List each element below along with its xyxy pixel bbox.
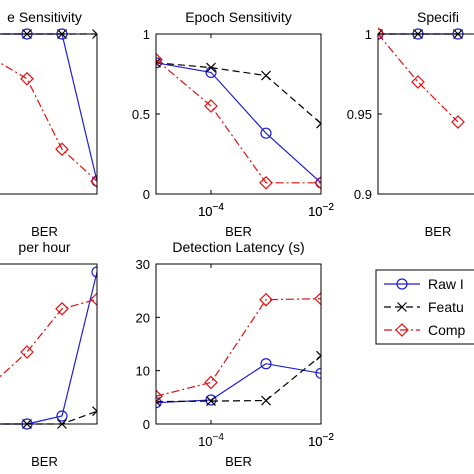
point-raw-3 [91, 266, 97, 278]
point-compressed-1 [204, 99, 218, 113]
chart-title: Specifi [417, 9, 459, 25]
point-compressed-0 [378, 27, 385, 41]
legend-label-raw: Raw I [428, 276, 464, 292]
chart-title: Detection Latency (s) [172, 239, 304, 255]
chart-detection-latency: 10−4 10−2 0 10 20 30 Detection Latency (s) BER [136, 239, 335, 469]
legend-marker-feature [397, 302, 407, 312]
y-tick-label-0: 0.9 [354, 187, 372, 202]
x-tick-label-0: 10−4 [198, 202, 224, 219]
point-compressed-0 [156, 52, 163, 67]
series-line-feature [0, 410, 97, 425]
point-feature-1 [206, 62, 216, 73]
legend-box [375, 269, 474, 345]
series-line-feature [156, 62, 321, 125]
point-compressed-2 [55, 301, 69, 316]
series-line-compressed [0, 298, 97, 378]
series-line-raw [0, 33, 97, 182]
point-compressed-3 [314, 291, 321, 306]
x-tick-label-1: 10−2 [308, 432, 334, 449]
y-tick-label-2: 1 [365, 27, 372, 42]
point-feature-2 [261, 70, 271, 81]
series-line-raw [156, 62, 321, 184]
point-raw-3 [91, 175, 97, 187]
series-line-compressed [156, 59, 321, 184]
point-compressed-2 [451, 115, 465, 129]
point-compressed-0 [156, 389, 163, 404]
series-group [0, 266, 97, 430]
point-feature-1 [206, 396, 216, 406]
series-line-compressed [0, 62, 97, 182]
x-axis-label: BER [31, 454, 58, 469]
axes-frame [155, 33, 322, 195]
chart-title: e Sensitivity [7, 9, 82, 25]
point-raw-3 [315, 367, 321, 379]
series-group [0, 28, 97, 189]
point-feature-3 [316, 118, 321, 129]
chart-event-sensitivity: 10−2 e Sensitivity BER [0, 9, 334, 239]
point-feature-0 [156, 57, 161, 68]
point-compressed-2 [259, 175, 273, 190]
y-tick-label-3: 30 [136, 257, 150, 272]
x-axis-label: BER [225, 454, 252, 469]
legend-label-feature: Featu [428, 299, 464, 315]
chart-title: Epoch Sensitivity [185, 9, 292, 25]
point-feature-3 [316, 350, 321, 361]
x-tick-label-1: 10−2 [308, 202, 334, 219]
axes-frame [0, 263, 98, 425]
x-axis-label: BER [425, 224, 452, 239]
x-tick-label-0: 10−4 [198, 432, 224, 449]
x-tick-label-0: 10−4 [198, 202, 224, 219]
point-compressed-3 [90, 174, 97, 189]
axes-frame [0, 33, 98, 195]
series-line-raw [0, 271, 97, 425]
series-group [156, 52, 321, 190]
series-line-compressed [156, 298, 321, 397]
chart-title: per hour [18, 239, 70, 255]
x-axis-label: BER [225, 224, 252, 239]
point-feature-2 [261, 395, 271, 406]
x-tick-label-0: 10−2 [308, 202, 334, 219]
x-tick-label-0: 10−2 [308, 432, 334, 449]
legend-marker-raw [396, 278, 408, 290]
point-compressed-2 [55, 142, 69, 157]
point-compressed-3 [90, 292, 97, 307]
series-line-raw [156, 363, 321, 404]
series-line-feature [156, 355, 321, 403]
point-compressed-1 [411, 75, 425, 89]
point-raw-0 [156, 397, 162, 409]
y-tick-label-2: 1 [143, 27, 150, 42]
y-tick-label-0: 0 [143, 187, 150, 202]
y-tick-label-1: 10 [136, 364, 150, 379]
point-compressed-1 [20, 345, 34, 359]
point-feature-3 [92, 406, 97, 417]
point-raw-2 [260, 358, 272, 370]
point-compressed-3 [314, 175, 321, 190]
y-tick-label-1: 0.95 [347, 107, 372, 122]
point-compressed-2 [259, 292, 273, 307]
point-raw-1 [205, 394, 217, 406]
chart-false-detections-per-hour: 10−2 per hour BER [0, 239, 334, 469]
y-tick-label-2: 20 [136, 310, 150, 325]
point-compressed-1 [20, 71, 34, 86]
point-compressed-1 [204, 375, 218, 390]
series-group [156, 291, 321, 409]
legend-label-compressed: Comp [428, 322, 466, 338]
point-raw-2 [260, 127, 272, 139]
legend: Raw I Featu Comp [375, 269, 474, 345]
point-feature-3 [92, 29, 97, 39]
series-group [378, 27, 465, 129]
legend-marker-compressed [395, 323, 409, 337]
series-line-compressed [378, 33, 459, 123]
point-raw-2 [56, 410, 68, 422]
chart-epoch-sensitivity: 10−4 10−2 0 0.5 1 Epoch Sensitivity BER [132, 9, 334, 239]
axes-frame [377, 33, 474, 195]
y-tick-label-1: 0.5 [132, 107, 150, 122]
chart-specificity: 10−4 0.9 0.95 1 Specifi BER [198, 9, 474, 239]
point-raw-3 [315, 177, 321, 189]
x-axis-label: BER [31, 224, 58, 239]
y-tick-label-0: 0 [143, 417, 150, 432]
axes-frame [155, 263, 322, 425]
